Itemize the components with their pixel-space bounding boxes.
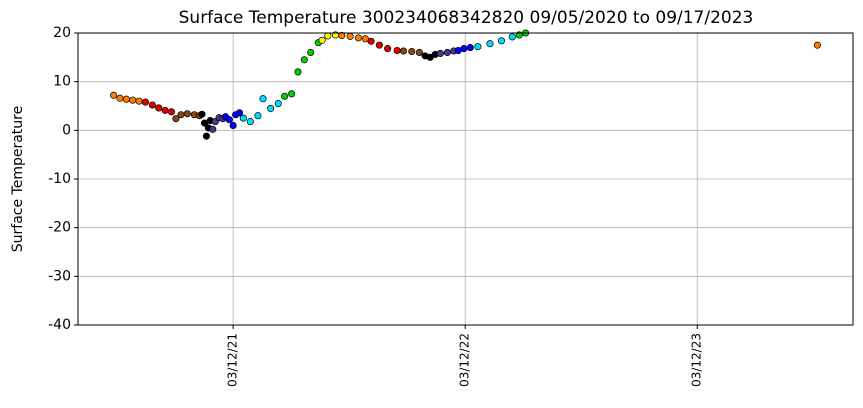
- data-point: [375, 41, 383, 49]
- data-point: [155, 104, 163, 112]
- data-point: [122, 95, 130, 103]
- data-point: [198, 110, 206, 118]
- data-point: [229, 121, 237, 130]
- grid: [78, 32, 853, 326]
- data-point: [486, 40, 494, 48]
- data-point: [267, 104, 275, 112]
- y-tick-label: -30: [48, 268, 71, 284]
- data-point: [167, 108, 176, 116]
- data-point: [202, 132, 210, 140]
- data-point: [281, 92, 289, 100]
- data-point: [367, 37, 375, 45]
- data-point: [225, 116, 233, 124]
- x-tick-label: 03/12/23: [690, 333, 704, 387]
- data-point: [254, 112, 262, 120]
- chart-title: Surface Temperature 300234068342820 09/0…: [179, 8, 754, 28]
- y-tick-label: 10: [53, 74, 71, 90]
- data-point: [324, 32, 332, 40]
- data-point: [116, 94, 124, 102]
- data-point: [259, 95, 267, 103]
- data-point: [813, 41, 821, 49]
- data-point: [161, 106, 169, 114]
- data-point: [183, 110, 191, 118]
- data-point: [354, 34, 362, 42]
- data-point: [436, 49, 444, 57]
- y-tick-label: -10: [48, 171, 71, 187]
- data-point: [393, 46, 401, 55]
- data-point: [508, 33, 516, 41]
- data-point: [141, 98, 149, 106]
- x-tick-label: 03/12/21: [226, 333, 240, 387]
- data-point: [346, 32, 354, 40]
- data-point: [443, 48, 451, 57]
- data-point: [460, 45, 468, 53]
- data-point: [307, 48, 315, 57]
- data-point: [408, 47, 416, 56]
- data-point: [177, 111, 185, 119]
- data-point: [246, 118, 254, 126]
- data-point: [110, 91, 118, 99]
- data-point: [239, 114, 247, 122]
- data-point: [415, 48, 423, 57]
- points: [110, 29, 821, 140]
- data-point: [172, 115, 180, 123]
- y-tick-label: -20: [48, 220, 71, 236]
- data-point: [274, 100, 282, 108]
- data-point: [338, 31, 346, 39]
- data-point: [135, 97, 143, 105]
- data-point: [399, 47, 408, 55]
- y-tick-label: 0: [62, 122, 71, 138]
- y-tick-label: -40: [48, 317, 71, 333]
- data-point: [318, 36, 326, 44]
- data-point: [384, 45, 392, 53]
- data-point: [497, 37, 505, 45]
- y-axis-label: Surface Temperature: [10, 106, 26, 252]
- data-point: [129, 96, 137, 104]
- data-point: [148, 101, 156, 109]
- data-point: [288, 90, 296, 98]
- data-point: [209, 125, 217, 133]
- data-point: [474, 43, 482, 51]
- y-tick-label: 20: [53, 25, 71, 41]
- data-point: [294, 68, 302, 76]
- data-point: [466, 44, 474, 52]
- data-point: [235, 109, 244, 117]
- data-point: [300, 56, 308, 64]
- x-tick-label: 03/12/22: [458, 333, 472, 387]
